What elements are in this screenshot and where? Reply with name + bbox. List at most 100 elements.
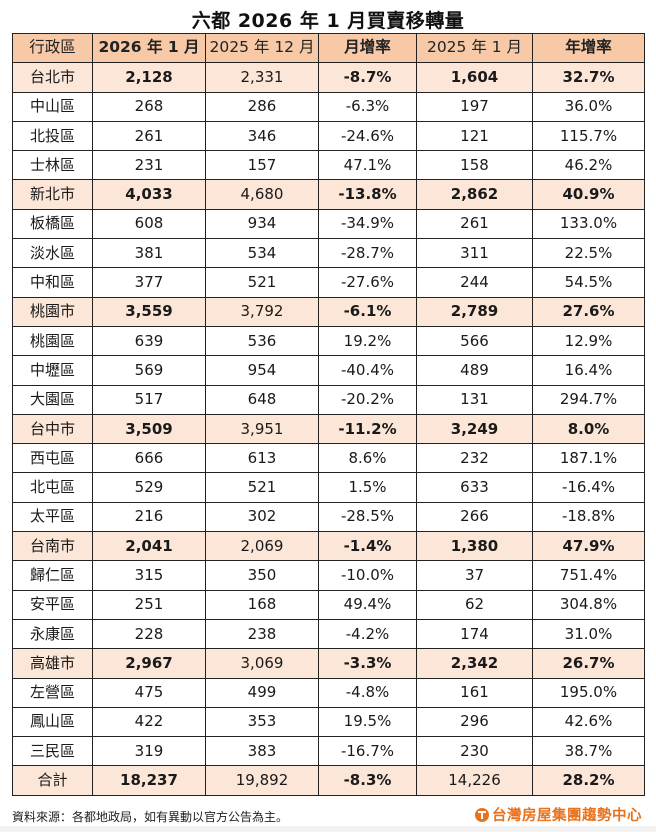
mom-rate: -10.0% <box>318 560 417 591</box>
yoy-rate: 54.5% <box>532 267 645 298</box>
dec-2025-value: 2,331 <box>205 62 319 93</box>
mom-rate: -20.2% <box>318 384 417 415</box>
mom-rate: -6.1% <box>318 296 417 327</box>
district-row: 安平區 251 168 49.4% 62 304.8% <box>12 589 645 620</box>
district-name: 桃園區 <box>12 325 93 357</box>
dec-2025-value: 383 <box>205 736 319 767</box>
jan-2026-value: 569 <box>92 355 206 386</box>
dec-2025-value: 353 <box>205 706 319 738</box>
dec-2025-value: 350 <box>205 560 319 591</box>
mom-rate: -13.8% <box>318 179 417 210</box>
jan-2025-value: 14,226 <box>416 765 533 796</box>
header-yoy-rate: 年增率 <box>532 32 645 64</box>
yoy-rate: 187.1% <box>532 443 645 474</box>
district-name: 左營區 <box>12 677 93 708</box>
jan-2025-value: 230 <box>416 736 533 767</box>
dec-2025-value: 534 <box>205 238 319 269</box>
dec-2025-value: 168 <box>205 589 319 620</box>
total-row: 合計 18,237 19,892 -8.3% 14,226 28.2% <box>12 765 645 796</box>
jan-2025-value: 174 <box>416 618 533 650</box>
dec-2025-value: 954 <box>205 355 319 386</box>
yoy-rate: 42.6% <box>532 706 645 738</box>
jan-2026-value: 319 <box>92 736 206 767</box>
district-row: 士林區 231 157 47.1% 158 46.2% <box>12 150 645 181</box>
dec-2025-value: 19,892 <box>205 765 319 796</box>
district-row: 淡水區 381 534 -28.7% 311 22.5% <box>12 238 645 269</box>
yoy-rate: 22.5% <box>532 238 645 269</box>
jan-2025-value: 161 <box>416 677 533 708</box>
jan-2026-value: 3,509 <box>92 413 206 445</box>
jan-2025-value: 296 <box>416 706 533 738</box>
dec-2025-value: 648 <box>205 384 319 415</box>
district-name: 太平區 <box>12 501 93 533</box>
district-name: 永康區 <box>12 618 93 650</box>
district-row: 北投區 261 346 -24.6% 121 115.7% <box>12 120 645 152</box>
mom-rate: -3.3% <box>318 648 417 679</box>
jan-2026-value: 18,237 <box>92 765 206 796</box>
jan-2026-value: 381 <box>92 238 206 269</box>
district-row: 左營區 475 499 -4.8% 161 195.0% <box>12 677 645 708</box>
district-name: 淡水區 <box>12 238 93 269</box>
header-row: 行政區 2026 年 1 月 2025 年 12 月 月增率 2025 年 1 … <box>12 32 645 64</box>
jan-2026-value: 268 <box>92 91 206 122</box>
jan-2025-value: 232 <box>416 443 533 474</box>
district-name: 新北市 <box>12 179 93 210</box>
district-name: 士林區 <box>12 150 93 181</box>
jan-2025-value: 62 <box>416 589 533 620</box>
yoy-rate: 12.9% <box>532 325 645 357</box>
yoy-rate: 304.8% <box>532 589 645 620</box>
jan-2026-value: 315 <box>92 560 206 591</box>
jan-2026-value: 2,041 <box>92 531 206 562</box>
yoy-rate: 751.4% <box>532 560 645 591</box>
jan-2026-value: 2,967 <box>92 648 206 679</box>
mom-rate: -16.7% <box>318 736 417 767</box>
mom-rate: 47.1% <box>318 150 417 181</box>
jan-2025-value: 2,862 <box>416 179 533 210</box>
brand-name: 台灣房屋集團趨勢中心 <box>492 808 642 824</box>
district-name: 西屯區 <box>12 443 93 474</box>
district-row: 中壢區 569 954 -40.4% 489 16.4% <box>12 355 645 386</box>
yoy-rate: 16.4% <box>532 355 645 386</box>
mom-rate: -40.4% <box>318 355 417 386</box>
jan-2025-value: 1,380 <box>416 531 533 562</box>
mom-rate: 1.5% <box>318 472 417 503</box>
header-mom-rate: 月增率 <box>318 32 417 64</box>
district-name: 歸仁區 <box>12 560 93 591</box>
jan-2025-value: 261 <box>416 208 533 240</box>
jan-2026-value: 251 <box>92 589 206 620</box>
mom-rate: -34.9% <box>318 208 417 240</box>
district-row: 桃園區 639 536 19.2% 566 12.9% <box>12 325 645 357</box>
district-name: 中山區 <box>12 91 93 122</box>
jan-2025-value: 1,604 <box>416 62 533 93</box>
dec-2025-value: 3,792 <box>205 296 319 327</box>
district-row: 太平區 216 302 -28.5% 266 -18.8% <box>12 501 645 533</box>
district-name: 安平區 <box>12 589 93 620</box>
district-row: 三民區 319 383 -16.7% 230 38.7% <box>12 736 645 767</box>
jan-2025-value: 158 <box>416 150 533 181</box>
mom-rate: -8.3% <box>318 765 417 796</box>
yoy-rate: -18.8% <box>532 501 645 533</box>
table-title: 六都 2026 年 1 月買賣移轉量 <box>191 10 465 32</box>
district-name: 台南市 <box>12 531 93 562</box>
district-name: 高雄市 <box>12 648 93 679</box>
district-name: 板橋區 <box>12 208 93 240</box>
mom-rate: -6.3% <box>318 91 417 122</box>
dec-2025-value: 157 <box>205 150 319 181</box>
city-row: 桃園市 3,559 3,792 -6.1% 2,789 27.6% <box>12 296 645 327</box>
district-row: 北屯區 529 521 1.5% 633 -16.4% <box>12 472 645 503</box>
yoy-rate: 115.7% <box>532 120 645 152</box>
district-row: 西屯區 666 613 8.6% 232 187.1% <box>12 443 645 474</box>
jan-2026-value: 228 <box>92 618 206 650</box>
district-name: 台中市 <box>12 413 93 445</box>
mom-rate: -28.5% <box>318 501 417 533</box>
jan-2026-value: 517 <box>92 384 206 415</box>
yoy-rate: 133.0% <box>532 208 645 240</box>
mom-rate: -4.8% <box>318 677 417 708</box>
mom-rate: 19.2% <box>318 325 417 357</box>
yoy-rate: 40.9% <box>532 179 645 210</box>
district-row: 歸仁區 315 350 -10.0% 37 751.4% <box>12 560 645 591</box>
yoy-rate: 195.0% <box>532 677 645 708</box>
mom-rate: 19.5% <box>318 706 417 738</box>
dec-2025-value: 499 <box>205 677 319 708</box>
jan-2026-value: 216 <box>92 501 206 533</box>
